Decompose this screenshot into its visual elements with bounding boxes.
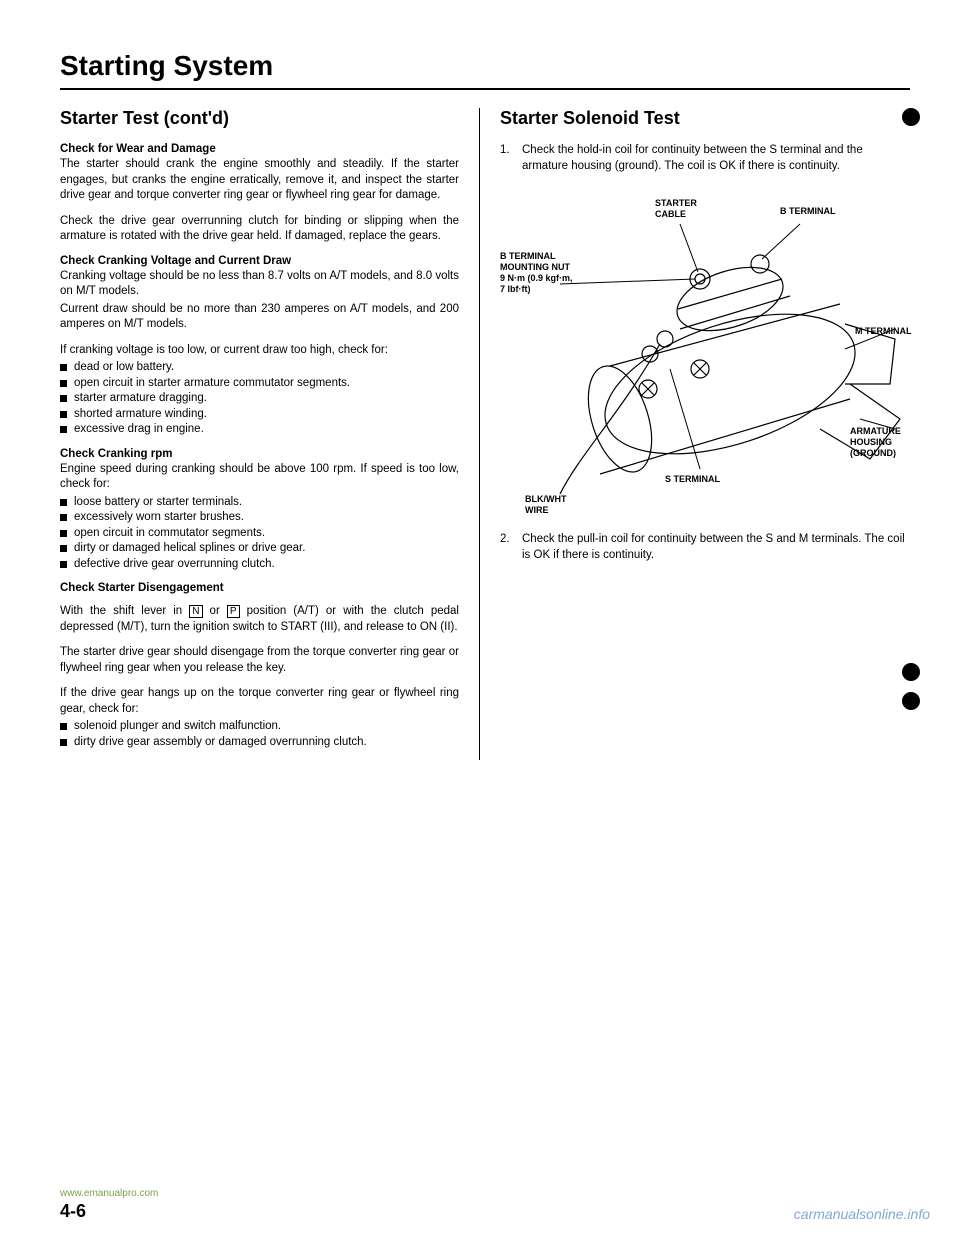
- text: With the shift lever in: [60, 605, 189, 617]
- gear-n-box: N: [189, 605, 202, 618]
- page-title: Starting System: [60, 50, 910, 82]
- subhead-voltage: Check Cranking Voltage and Current Draw: [60, 255, 459, 267]
- step-text: Check the hold-in coil for continuity be…: [522, 144, 863, 172]
- list-item: loose battery or starter terminals.: [60, 495, 459, 511]
- bullet-list: solenoid plunger and switch malfunction.…: [60, 719, 459, 750]
- numbered-list: 2.Check the pull-in coil for continuity …: [500, 532, 910, 563]
- bullet-list: dead or low battery. open circuit in sta…: [60, 360, 459, 438]
- subhead-disengage: Check Starter Disengagement: [60, 582, 459, 594]
- footer-watermark: carmanualsonline.info: [794, 1206, 930, 1222]
- label-s-terminal: S TERMINAL: [665, 474, 721, 484]
- label-b-terminal-nut: B TERMINALMOUNTING NUT9 N·m (0.9 kgf·m,7…: [500, 251, 573, 294]
- para: Check the drive gear overrunning clutch …: [60, 214, 459, 245]
- left-column: Starter Test (cont'd) Check for Wear and…: [60, 108, 480, 760]
- marker-dot-icon: [902, 663, 920, 681]
- text: or: [203, 605, 227, 617]
- subhead-rpm: Check Cranking rpm: [60, 448, 459, 460]
- title-rule: [60, 88, 910, 90]
- para: With the shift lever in N or P position …: [60, 604, 459, 635]
- list-item: open circuit in commutator segments.: [60, 526, 459, 542]
- footer-left: www.emanualpro.com 4-6: [60, 1188, 158, 1222]
- label-starter-cable: STARTERCABLE: [655, 198, 697, 219]
- para: Engine speed during cranking should be a…: [60, 462, 459, 493]
- para: The starter drive gear should disengage …: [60, 645, 459, 676]
- list-item: solenoid plunger and switch malfunction.: [60, 719, 459, 735]
- list-item: 2.Check the pull-in coil for continuity …: [500, 532, 910, 563]
- para: If cranking voltage is too low, or curre…: [60, 343, 459, 359]
- left-section-title: Starter Test (cont'd): [60, 108, 459, 129]
- bullet-list: loose battery or starter terminals. exce…: [60, 495, 459, 573]
- footer-url: www.emanualpro.com: [60, 1188, 158, 1199]
- list-item: shorted armature winding.: [60, 407, 459, 423]
- list-item: defective drive gear overrunning clutch.: [60, 557, 459, 573]
- gear-p-box: P: [227, 605, 240, 618]
- marker-dot-icon: [902, 692, 920, 710]
- starter-diagram: STARTERCABLE B TERMINAL B TERMINALMOUNTI…: [500, 184, 910, 514]
- label-b-terminal: B TERMINAL: [780, 206, 836, 216]
- numbered-list: 1.Check the hold-in coil for continuity …: [500, 143, 910, 174]
- para: If the drive gear hangs up on the torque…: [60, 686, 459, 717]
- list-item: 1.Check the hold-in coil for continuity …: [500, 143, 910, 174]
- para: The starter should crank the engine smoo…: [60, 157, 459, 204]
- list-item: dead or low battery.: [60, 360, 459, 376]
- para: Current draw should be no more than 230 …: [60, 302, 459, 333]
- marker-dot-icon: [902, 108, 920, 126]
- step-text: Check the pull-in coil for continuity be…: [522, 533, 905, 561]
- para: Cranking voltage should be no less than …: [60, 269, 459, 300]
- list-item: starter armature dragging.: [60, 391, 459, 407]
- list-item: dirty or damaged helical splines or driv…: [60, 541, 459, 557]
- content-columns: Starter Test (cont'd) Check for Wear and…: [60, 108, 910, 760]
- label-armature: ARMATUREHOUSING(GROUND): [850, 426, 901, 458]
- list-item: excessively worn starter brushes.: [60, 510, 459, 526]
- subhead-wear: Check for Wear and Damage: [60, 143, 459, 155]
- right-column: Starter Solenoid Test 1.Check the hold-i…: [480, 108, 910, 760]
- label-m-terminal: M TERMINAL: [855, 326, 912, 336]
- label-wire: BLK/WHTWIRE: [525, 494, 567, 514]
- list-item: excessive drag in engine.: [60, 422, 459, 438]
- page-number: 4-6: [60, 1201, 158, 1222]
- list-item: open circuit in starter armature commuta…: [60, 376, 459, 392]
- right-section-title: Starter Solenoid Test: [500, 108, 680, 129]
- list-item: dirty drive gear assembly or damaged ove…: [60, 735, 459, 751]
